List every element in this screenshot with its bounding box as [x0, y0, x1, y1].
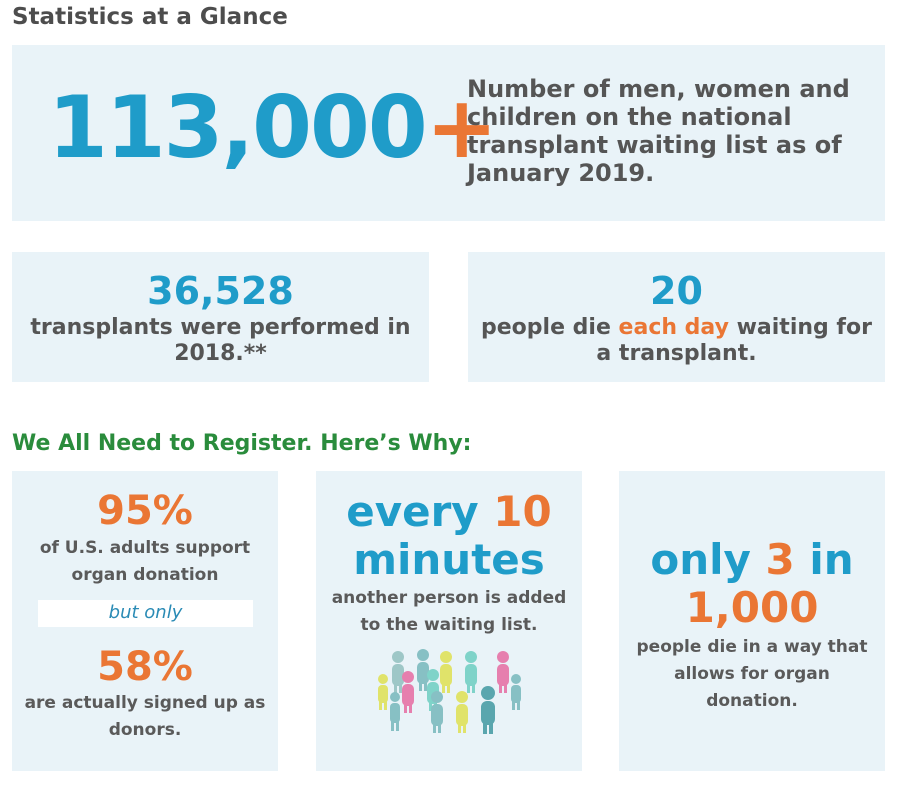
but-only-banner: but only	[38, 600, 253, 627]
description-line: people die each day waiting for	[468, 315, 885, 341]
minutes-line: minutes	[353, 535, 545, 584]
waiting-list-stat-card: 113,000+ Number of men, women and childr…	[12, 45, 885, 221]
waiting-list-description: Number of men, women and children on the…	[467, 75, 857, 187]
description-line: donation.	[706, 691, 798, 711]
text-segment: in	[794, 535, 854, 584]
description-line: another person is added	[331, 588, 567, 608]
deaths-description: people die each day waiting for a transp…	[468, 315, 885, 367]
transplants-stat-card: 36,528 transplants were performed in 201…	[12, 252, 429, 382]
text-segment: every	[346, 487, 494, 536]
description-line: allows for organ	[674, 664, 830, 684]
description-line: are actually signed up as	[24, 693, 266, 713]
every-ten-line: every 10	[316, 489, 582, 535]
waiting-list-number: 113,000+	[48, 85, 498, 171]
person-figure	[392, 651, 404, 693]
description-line: transplant waiting list as of	[467, 131, 842, 159]
three-in-thousand-card: only 3 in 1,000 people die in a way that…	[619, 471, 885, 771]
description-line: transplants were performed in	[30, 315, 411, 340]
description-line: organ donation	[71, 565, 219, 585]
registered-description: are actually signed up as donors.	[12, 690, 278, 744]
support-description: of U.S. adults support organ donation	[12, 535, 278, 589]
text-segment: only	[650, 535, 766, 584]
support-percent: 95%	[97, 488, 193, 534]
text-segment: people die	[481, 315, 619, 340]
description-line: people die in a way that	[636, 637, 868, 657]
description-line: donors.	[108, 720, 182, 740]
description-line: January 2019.	[467, 159, 655, 187]
plus-sign: +	[425, 78, 498, 178]
description-line: 2018.**	[174, 341, 267, 366]
page-title: Statistics at a Glance	[12, 4, 288, 30]
description-line: a transplant.	[596, 341, 757, 366]
section-heading: We All Need to Register. Here’s Why:	[12, 431, 472, 456]
description-line: to the waiting list.	[360, 615, 538, 635]
description-line: children on the national	[467, 103, 792, 131]
deaths-stat-card: 20 people die each day waiting for a tra…	[468, 252, 885, 382]
every-ten-minutes-card: every 10 minutes another person is added…	[316, 471, 582, 771]
transplants-description: transplants were performed in 2018.**	[12, 315, 429, 367]
text-segment: waiting for	[728, 315, 872, 340]
three-number: 3	[765, 535, 795, 584]
description-line: of U.S. adults support	[39, 538, 251, 558]
people-crowd-icon	[378, 649, 521, 734]
highlight-each-day: each day	[618, 315, 729, 340]
support-stat-card: 95% of U.S. adults support organ donatio…	[12, 471, 278, 771]
ten-number: 10	[493, 487, 552, 536]
only-three-in-line: only 3 in	[619, 537, 885, 583]
deaths-number: 20	[650, 269, 703, 313]
transplants-number: 36,528	[147, 269, 294, 313]
but-only-text: but only	[108, 602, 183, 623]
waiting-list-value: 113,000	[48, 78, 428, 178]
registered-percent: 58%	[97, 644, 193, 690]
waiting-list-added-description: another person is added to the waiting l…	[316, 585, 582, 639]
thousand-line: 1,000	[685, 583, 819, 632]
description-line: Number of men, women and	[467, 75, 850, 103]
donation-eligibility-description: people die in a way that allows for orga…	[619, 634, 885, 715]
